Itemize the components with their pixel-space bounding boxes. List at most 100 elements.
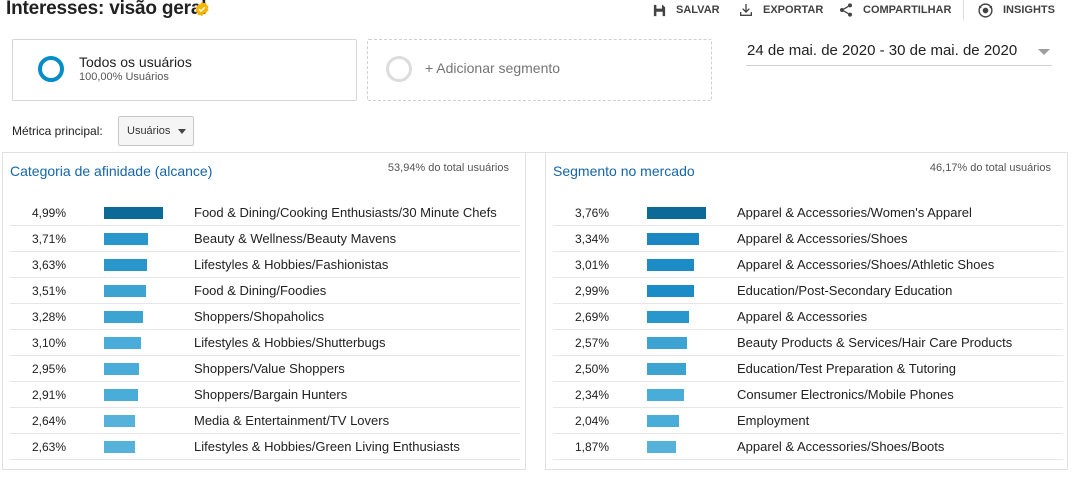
metric-select-value: Usuários bbox=[127, 125, 171, 137]
row-label: Apparel & Accessories/Shoes bbox=[737, 231, 908, 246]
row-bar bbox=[104, 207, 163, 219]
table-row[interactable]: 3,51% Food & Dining/Foodies bbox=[10, 278, 520, 304]
table-row[interactable]: 3,28% Shoppers/Shopaholics bbox=[10, 304, 520, 330]
table-row[interactable]: 2,64% Media & Entertainment/TV Lovers bbox=[10, 408, 520, 434]
row-label: Food & Dining/Foodies bbox=[194, 283, 327, 298]
row-label: Lifestyles & Hobbies/Shutterbugs bbox=[194, 335, 386, 350]
empty-segment-circle-icon bbox=[386, 56, 412, 82]
row-percentage: 2,69% bbox=[574, 310, 609, 324]
row-percentage: 3,71% bbox=[31, 232, 66, 246]
add-segment-label: + Adicionar segmento bbox=[425, 60, 561, 76]
table-row[interactable]: 3,63% Lifestyles & Hobbies/Fashionistas bbox=[10, 252, 520, 278]
row-bar bbox=[647, 285, 694, 297]
row-label: Food & Dining/Cooking Enthusiasts/30 Min… bbox=[194, 205, 497, 220]
row-bar bbox=[647, 233, 699, 245]
segment-subtitle: 100,00% Usuários bbox=[79, 71, 169, 83]
table-row[interactable]: 2,04% Employment bbox=[553, 408, 1063, 434]
affinity-total: 53,94% do total usuários bbox=[387, 162, 509, 174]
row-percentage: 2,99% bbox=[574, 284, 609, 298]
row-percentage: 2,95% bbox=[31, 362, 66, 376]
in-market-rows: 3,76% Apparel & Accessories/Women's Appar… bbox=[553, 200, 1063, 460]
table-row[interactable]: 1,87% Apparel & Accessories/Shoes/Boots bbox=[553, 434, 1063, 460]
row-bar bbox=[104, 233, 148, 245]
row-percentage: 3,28% bbox=[31, 310, 66, 324]
in-market-total: 46,17% do total usuários bbox=[929, 162, 1051, 174]
segment-name: Todos os usuários bbox=[79, 54, 192, 70]
row-bar bbox=[647, 337, 687, 349]
row-percentage: 4,99% bbox=[31, 206, 66, 220]
export-button[interactable]: EXPORTAR bbox=[738, 0, 823, 20]
row-label: Beauty & Wellness/Beauty Mavens bbox=[194, 231, 397, 246]
row-label: Apparel & Accessories/Women's Apparel bbox=[737, 205, 972, 220]
share-label: COMPARTILHAR bbox=[863, 4, 952, 16]
row-bar bbox=[647, 259, 694, 271]
insights-icon bbox=[978, 2, 993, 18]
add-segment-button[interactable]: + Adicionar segmento bbox=[367, 39, 712, 101]
metric-label: Métrica principal: bbox=[12, 124, 103, 138]
date-range-text: 24 de mai. de 2020 - 30 de mai. de 2020 bbox=[747, 42, 1018, 59]
row-label: Consumer Electronics/Mobile Phones bbox=[737, 387, 954, 402]
row-label: Employment bbox=[737, 413, 810, 428]
table-row[interactable]: 3,01% Apparel & Accessories/Shoes/Athleti… bbox=[553, 252, 1063, 278]
row-percentage: 3,76% bbox=[574, 206, 609, 220]
row-label: Education/Test Preparation & Tutoring bbox=[737, 361, 956, 376]
row-percentage: 2,04% bbox=[574, 414, 609, 428]
row-bar bbox=[647, 441, 676, 453]
segment-card-all-users[interactable]: Todos os usuários 100,00% Usuários bbox=[12, 39, 357, 101]
table-row[interactable]: 2,99% Education/Post-Secondary Education bbox=[553, 278, 1063, 304]
row-bar bbox=[104, 285, 146, 297]
section-divider bbox=[2, 152, 1068, 153]
row-bar bbox=[647, 207, 706, 219]
row-label: Shoppers/Bargain Hunters bbox=[194, 387, 348, 402]
row-label: Shoppers/Shopaholics bbox=[194, 309, 325, 324]
row-bar bbox=[104, 311, 143, 323]
affinity-rows: 4,99% Food & Dining/Cooking Enthusiasts/3… bbox=[10, 200, 520, 460]
table-row[interactable]: 2,69% Apparel & Accessories bbox=[553, 304, 1063, 330]
row-bar bbox=[647, 389, 684, 401]
share-icon bbox=[840, 3, 852, 17]
row-percentage: 1,87% bbox=[574, 440, 609, 454]
save-button[interactable]: SALVAR bbox=[652, 0, 720, 20]
table-row[interactable]: 2,34% Consumer Electronics/Mobile Phones bbox=[553, 382, 1063, 408]
row-label: Media & Entertainment/TV Lovers bbox=[194, 413, 390, 428]
table-row[interactable]: 3,71% Beauty & Wellness/Beauty Mavens bbox=[10, 226, 520, 252]
table-row[interactable]: 3,10% Lifestyles & Hobbies/Shutterbugs bbox=[10, 330, 520, 356]
row-bar bbox=[104, 259, 147, 271]
row-percentage: 2,91% bbox=[31, 388, 66, 402]
metric-select[interactable]: Usuários bbox=[118, 116, 194, 146]
row-bar bbox=[104, 363, 139, 375]
date-range-picker[interactable]: 24 de mai. de 2020 - 30 de mai. de 2020 bbox=[746, 42, 1052, 66]
table-row[interactable]: 3,34% Apparel & Accessories/Shoes bbox=[553, 226, 1063, 252]
table-row[interactable]: 3,76% Apparel & Accessories/Women's Appar… bbox=[553, 200, 1063, 226]
table-row[interactable]: 2,50% Education/Test Preparation & Tutori… bbox=[553, 356, 1063, 382]
row-percentage: 3,51% bbox=[31, 284, 66, 298]
segment-circle-icon bbox=[38, 56, 64, 82]
affinity-category-title[interactable]: Categoria de afinidade (alcance) bbox=[10, 163, 213, 179]
table-row[interactable]: 2,95% Shoppers/Value Shoppers bbox=[10, 356, 520, 382]
row-bar bbox=[104, 441, 135, 453]
in-market-segment-title[interactable]: Segmento no mercado bbox=[553, 163, 695, 179]
row-label: Apparel & Accessories/Shoes/Athletic Sho… bbox=[737, 257, 995, 272]
row-label: Education/Post-Secondary Education bbox=[737, 283, 953, 298]
table-row[interactable]: 2,91% Shoppers/Bargain Hunters bbox=[10, 382, 520, 408]
row-percentage: 2,63% bbox=[31, 440, 66, 454]
row-bar bbox=[647, 311, 689, 323]
row-percentage: 2,64% bbox=[31, 414, 66, 428]
row-percentage: 3,01% bbox=[574, 258, 609, 272]
save-label: SALVAR bbox=[676, 4, 720, 16]
dropdown-arrow-icon bbox=[178, 129, 186, 134]
row-percentage: 2,50% bbox=[574, 362, 609, 376]
insights-button[interactable]: INSIGHTS bbox=[977, 0, 1055, 20]
row-label: Lifestyles & Hobbies/Fashionistas bbox=[194, 257, 389, 272]
share-button[interactable]: COMPARTILHAR bbox=[838, 0, 951, 20]
row-percentage: 2,34% bbox=[574, 388, 609, 402]
table-row[interactable]: 2,63% Lifestyles & Hobbies/Green Living E… bbox=[10, 434, 520, 460]
row-bar bbox=[104, 389, 138, 401]
row-label: Lifestyles & Hobbies/Green Living Enthus… bbox=[194, 439, 460, 454]
table-row[interactable]: 4,99% Food & Dining/Cooking Enthusiasts/3… bbox=[10, 200, 520, 226]
row-bar bbox=[104, 415, 135, 427]
table-row[interactable]: 2,57% Beauty Products & Services/Hair Car… bbox=[553, 330, 1063, 356]
row-label: Beauty Products & Services/Hair Care Pro… bbox=[737, 335, 1013, 350]
verified-badge-icon bbox=[195, 1, 209, 17]
row-bar bbox=[647, 415, 679, 427]
